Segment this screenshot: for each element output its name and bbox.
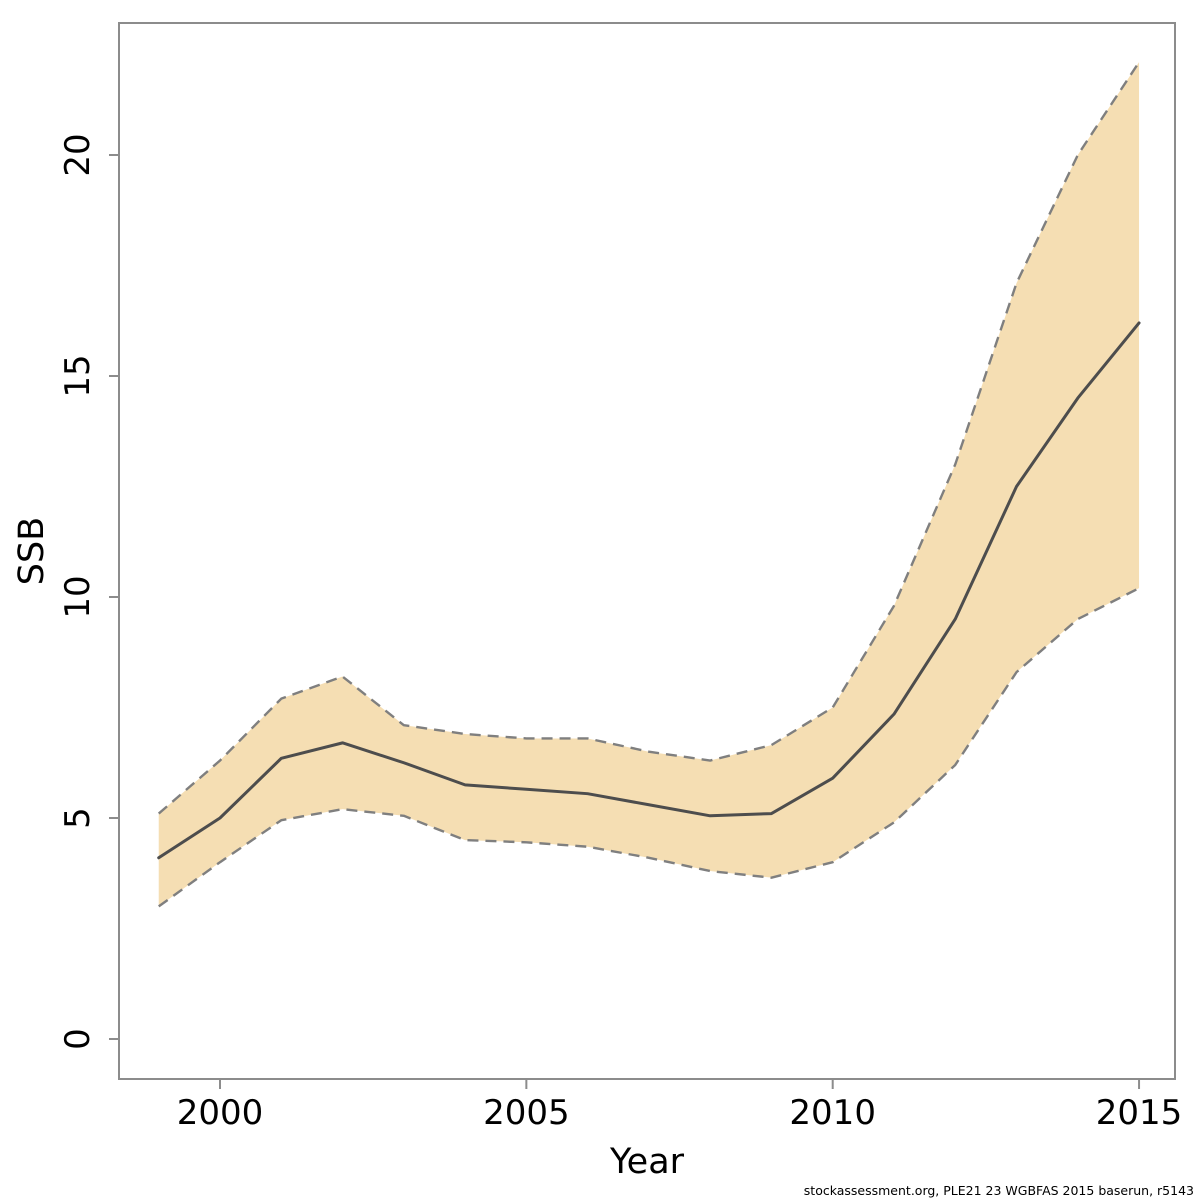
y-tick-label: 0: [58, 1028, 98, 1050]
x-tick-label: 2010: [789, 1093, 876, 1133]
x-tick-label: 2015: [1095, 1093, 1183, 1133]
watermark-text: stockassessment.org, PLE21 23 WGBFAS 201…: [803, 1183, 1194, 1198]
y-tick-label: 5: [58, 807, 98, 829]
x-tick-label: 2005: [483, 1093, 570, 1133]
x-axis-title: Year: [609, 1142, 685, 1182]
x-tick-label: 2000: [176, 1093, 264, 1133]
confidence-band: [158, 62, 1140, 907]
y-tick-label: 10: [58, 575, 98, 619]
y-tick-label: 15: [58, 354, 98, 398]
upper-ci-line: [157, 61, 1141, 815]
y-tick-label: 20: [58, 133, 98, 177]
lower-ci-line: [158, 587, 1140, 908]
y-axis-title: SSB: [12, 516, 52, 586]
ssb-mean-line: [157, 321, 1141, 860]
plot-frame: [118, 22, 1176, 1080]
